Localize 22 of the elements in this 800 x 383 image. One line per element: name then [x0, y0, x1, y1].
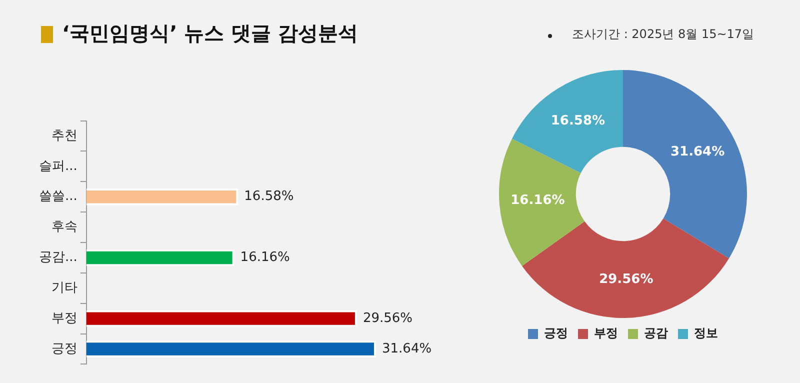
y-tick-label: 기타	[51, 280, 78, 296]
text: 조사기간 : 2025년 8월 15~17일	[572, 26, 754, 43]
legend-label: 공감	[644, 326, 668, 340]
data-label: 31.64%	[382, 341, 432, 356]
y-tick-label: 부정	[51, 310, 78, 326]
legend-label: 긍정	[544, 326, 568, 340]
data-label: 29.56%	[362, 310, 413, 326]
y-tick-label: 추천	[51, 128, 78, 144]
y-tick-label: 긍정	[51, 341, 78, 356]
y-tick-label: 쓸쓸...	[38, 189, 78, 204]
y-tick-label: 공감...	[38, 250, 78, 266]
data-label: 29.56%	[599, 272, 654, 287]
data-label: 16.16%	[240, 250, 290, 266]
legend-label: 부정	[594, 326, 618, 340]
data-label: 16.58%	[550, 114, 606, 129]
data-label: 16.16%	[510, 193, 565, 208]
data-label: 31.64%	[670, 144, 725, 160]
y-tick-label: 슬퍼...	[38, 158, 78, 174]
legend-label: 정보	[694, 326, 718, 340]
y-tick-label: 후속	[51, 220, 78, 235]
chart-title: ‘국민임명식’ 뉴스 댓글 감성분석	[62, 20, 358, 47]
data-label: 16.58%	[244, 189, 294, 204]
